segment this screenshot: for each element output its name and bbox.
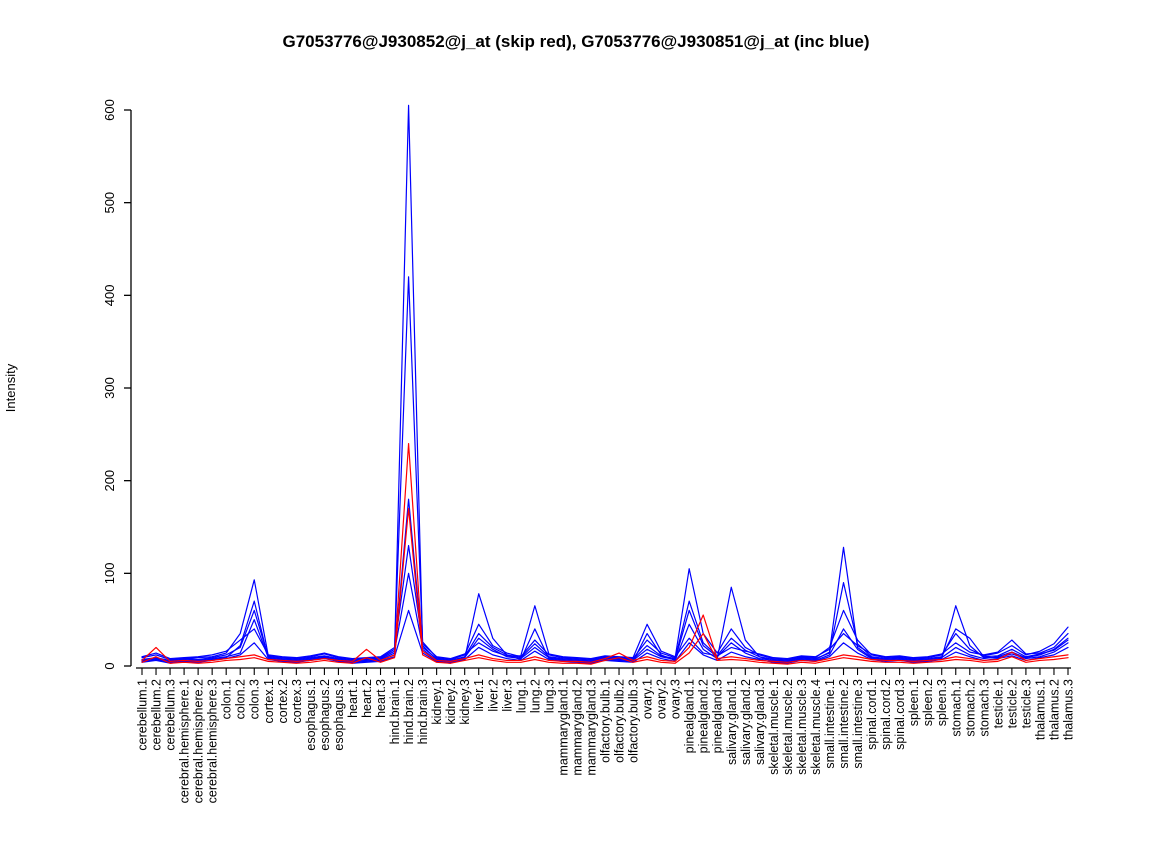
- x-tick-label: salivary.gland.3: [753, 679, 767, 765]
- x-tick-label: ovary.3: [669, 679, 683, 719]
- y-tick-label: 400: [102, 284, 117, 306]
- x-tick-label: olfactory.bulb.1: [599, 679, 613, 763]
- y-tick-label: 100: [102, 562, 117, 584]
- x-tick-label: salivary.gland.1: [725, 679, 739, 765]
- x-tick-label: olfactory.bulb.2: [613, 679, 627, 763]
- x-tick-label: skeletal.muscle.2: [781, 679, 795, 775]
- x-tick-label: esophagus.2: [318, 679, 332, 751]
- x-tick-label: hind.brain.1: [388, 679, 402, 744]
- x-tick-label: kidney.2: [444, 679, 458, 725]
- y-tick-label: 200: [102, 470, 117, 492]
- x-tick-label: lung.2: [528, 679, 542, 713]
- x-tick-label: liver.2: [486, 679, 500, 712]
- y-tick-label: 0: [102, 662, 117, 669]
- x-tick-label: liver.1: [472, 679, 486, 712]
- series-line-inc: [141, 572, 1069, 662]
- x-tick-label: mammarygland.1: [556, 679, 570, 776]
- x-tick-label: mammarygland.3: [584, 679, 598, 776]
- x-tick-label: stomach.1: [949, 679, 963, 737]
- x-tick-label: kidney.1: [430, 679, 444, 725]
- x-tick-label: cerebellum.1: [136, 679, 150, 751]
- x-tick-label: heart.2: [360, 679, 374, 718]
- x-tick-label: pinealgland.3: [711, 679, 725, 753]
- x-tick-label: kidney.3: [458, 679, 472, 725]
- y-tick-label: 500: [102, 192, 117, 214]
- x-tick-label: cortex.1: [262, 679, 276, 724]
- x-tick-label: pinealgland.2: [697, 679, 711, 753]
- x-tick-label: esophagus.3: [332, 679, 346, 751]
- x-tick-label: lung.3: [542, 679, 556, 713]
- x-tick-label: skeletal.muscle.3: [795, 679, 809, 775]
- x-tick-label: cortex.3: [290, 679, 304, 724]
- x-tick-label: cerebellum.3: [164, 679, 178, 751]
- series-line-inc: [141, 544, 1069, 660]
- x-tick-label: heart.3: [374, 679, 388, 718]
- x-tick-label: lung.1: [514, 679, 528, 713]
- y-tick-label: 300: [102, 377, 117, 399]
- x-tick-label: spinal.cord.1: [865, 679, 879, 750]
- x-tick-label: small.intestine.2: [837, 679, 851, 769]
- x-tick-label: spinal.cord.2: [879, 679, 893, 750]
- x-tick-label: skeletal.muscle.1: [767, 679, 781, 775]
- x-tick-label: salivary.gland.2: [739, 679, 753, 765]
- y-axis-title: Intensity: [3, 363, 18, 412]
- x-tick-label: colon.3: [248, 679, 262, 719]
- x-tick-label: spleen.1: [907, 679, 921, 726]
- series-line-inc: [141, 104, 1069, 662]
- x-tick-label: small.intestine.3: [851, 679, 865, 769]
- series-line-skip: [141, 443, 1069, 663]
- x-tick-label: esophagus.1: [304, 679, 318, 751]
- x-tick-label: olfactory.bulb.3: [627, 679, 641, 763]
- x-tick-label: cortex.2: [276, 679, 290, 724]
- x-tick-label: liver.3: [500, 679, 514, 712]
- x-tick-label: cerebral.hemisphere.2: [192, 679, 206, 803]
- x-tick-label: thalamus.2: [1047, 679, 1061, 740]
- x-tick-label: colon.1: [220, 679, 234, 719]
- x-tick-label: spleen.3: [935, 679, 949, 726]
- y-tick-label: 600: [102, 99, 117, 121]
- x-tick-label: ovary.1: [641, 679, 655, 719]
- x-tick-label: pinealgland.1: [683, 679, 697, 753]
- chart-title: G7053776@J930852@j_at (skip red), G70537…: [282, 32, 870, 51]
- x-tick-label: hind.brain.3: [416, 679, 430, 744]
- x-tick-label: testicle.1: [991, 679, 1005, 728]
- x-tick-label: spinal.cord.3: [893, 679, 907, 750]
- x-tick-label: small.intestine.1: [823, 679, 837, 769]
- x-tick-label: heart.1: [346, 679, 360, 718]
- x-tick-label: skeletal.muscle.4: [809, 679, 823, 775]
- series-line-skip: [141, 507, 1069, 665]
- series-line-inc: [141, 276, 1069, 661]
- x-tick-label: colon.2: [234, 679, 248, 719]
- x-tick-label: testicle.2: [1005, 679, 1019, 728]
- x-tick-label: cerebral.hemisphere.1: [178, 679, 192, 803]
- x-tick-label: cerebral.hemisphere.3: [206, 679, 220, 803]
- x-tick-label: stomach.3: [977, 679, 991, 737]
- x-tick-label: stomach.2: [963, 679, 977, 737]
- x-tick-label: hind.brain.2: [402, 679, 416, 744]
- x-tick-label: testicle.3: [1019, 679, 1033, 728]
- x-tick-label: ovary.2: [655, 679, 669, 719]
- x-tick-label: thalamus.3: [1062, 679, 1076, 740]
- series-line-inc: [141, 498, 1069, 663]
- x-tick-label: mammarygland.2: [570, 679, 584, 776]
- x-tick-label: cerebellum.2: [150, 679, 164, 751]
- x-tick-label: spleen.2: [921, 679, 935, 726]
- x-tick-label: thalamus.1: [1033, 679, 1047, 740]
